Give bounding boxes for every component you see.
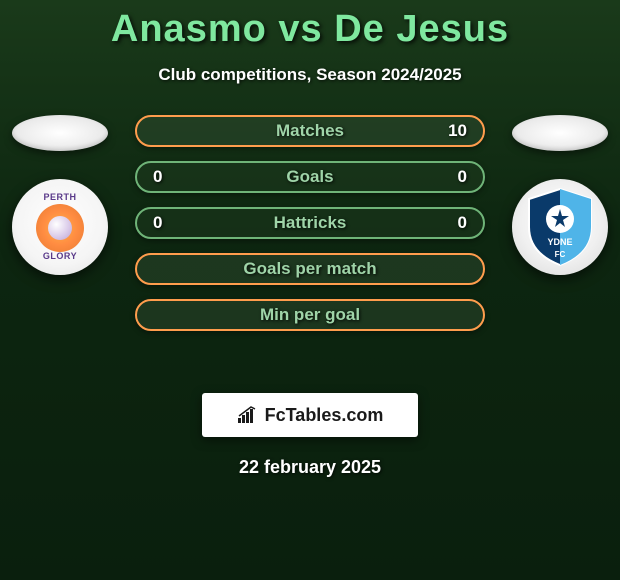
stat-row: Goals per match [135,253,485,285]
stat-left-value: 0 [153,213,193,233]
stat-label: Matches [193,121,427,141]
stat-left-value: 0 [153,167,193,187]
right-club-badge: YDNE FC [512,179,608,275]
stat-row: Min per goal [135,299,485,331]
stat-row: 0 Goals 0 [135,161,485,193]
stat-row: Matches 10 [135,115,485,147]
chart-icon [237,406,259,424]
left-club-text-bottom: GLORY [43,252,77,261]
page-subtitle: Club competitions, Season 2024/2025 [0,65,620,85]
branding-badge: FcTables.com [202,393,418,437]
left-club-text-top: PERTH [43,193,76,202]
left-club-sun-icon [36,204,84,252]
comparison-content: PERTH GLORY YDNE FC Matches 10 [0,115,620,375]
stat-row: 0 Hattricks 0 [135,207,485,239]
stat-rows: Matches 10 0 Goals 0 0 Hattricks 0 Goals… [135,115,485,331]
branding-text: FcTables.com [265,405,384,426]
stat-label: Goals [193,167,427,187]
right-club-shield-icon: YDNE FC [525,187,595,267]
left-player-avatar [12,115,108,151]
left-club-badge: PERTH GLORY [12,179,108,275]
stat-right-value: 0 [427,213,467,233]
stat-label: Goals per match [193,259,427,279]
stat-label: Hattricks [193,213,427,233]
svg-text:FC: FC [555,250,566,259]
right-player-column: YDNE FC [500,115,620,275]
stat-right-value: 0 [427,167,467,187]
svg-text:YDNE: YDNE [547,237,572,247]
left-player-column: PERTH GLORY [0,115,120,275]
stat-label: Min per goal [193,305,427,325]
left-club-ball-icon [48,216,72,240]
page-title: Anasmo vs De Jesus [0,0,620,51]
stat-right-value: 10 [427,121,467,141]
right-player-avatar [512,115,608,151]
date-label: 22 february 2025 [0,457,620,478]
